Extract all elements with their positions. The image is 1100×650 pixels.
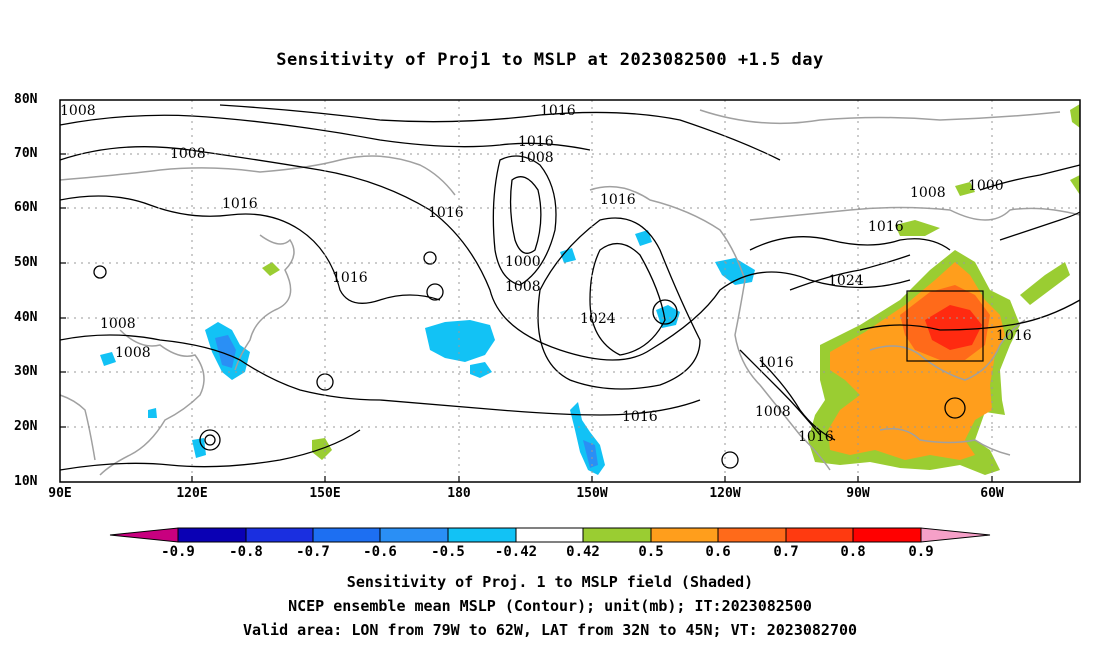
colorbar-label: 0.7 xyxy=(773,544,799,560)
contour-label: 1016 xyxy=(222,196,258,212)
negative-spot-1 xyxy=(635,230,652,246)
lat-label: 40N xyxy=(14,310,38,325)
negative-spot-4 xyxy=(192,438,206,458)
positive-spot-green-4 xyxy=(1070,175,1080,195)
positive-region-green-ne xyxy=(1020,262,1070,305)
positive-spot-green-6 xyxy=(955,182,975,196)
colorbar-label: -0.7 xyxy=(296,544,330,560)
contour-label: 1016 xyxy=(758,355,794,371)
colorbar-cell xyxy=(379,527,449,543)
map-title: Sensitivity of Proj1 to MSLP at 20230825… xyxy=(276,50,824,70)
colorbar-tri-right xyxy=(920,527,991,543)
lon-label: 90E xyxy=(48,486,72,501)
colorbar-label: -0.42 xyxy=(494,544,538,560)
contour-label: 1008 xyxy=(518,150,554,166)
coastlines xyxy=(59,109,1081,476)
lat-label: 60N xyxy=(14,200,38,215)
negative-region-140w xyxy=(656,305,680,328)
colorbar-cell xyxy=(177,527,247,543)
colorbar-cell xyxy=(650,527,719,543)
contour-label: 1016 xyxy=(518,134,554,150)
contour-label: 1024 xyxy=(580,311,616,327)
contour-label: 1008 xyxy=(170,146,206,162)
gridlines xyxy=(60,100,1080,482)
colorbar-label: 0.8 xyxy=(840,544,866,560)
negative-spot-3 xyxy=(100,352,116,366)
colorbar-label: -0.6 xyxy=(363,544,397,560)
caption-line-3: Valid area: LON from 79W to 62W, LAT fro… xyxy=(242,621,858,639)
colorbar-cell xyxy=(245,527,314,543)
lat-label: 80N xyxy=(14,92,38,107)
negative-region-150w-core xyxy=(583,440,598,468)
contour-label: 1016 xyxy=(798,429,834,445)
colorbar-label: 0.42 xyxy=(566,544,600,560)
positive-region-red xyxy=(925,305,982,350)
contour-label: 1016 xyxy=(868,219,904,235)
colorbar-label: -0.5 xyxy=(431,544,465,560)
positive-spot-green-1 xyxy=(262,262,280,276)
negative-spot-5 xyxy=(148,408,157,418)
contour-label: 1008 xyxy=(115,345,151,361)
contour-label: 1016 xyxy=(622,409,658,425)
contour-label: 1000 xyxy=(968,178,1004,194)
lon-label: 60W xyxy=(980,486,1004,501)
colorbar-cell xyxy=(447,527,517,543)
contour-label: 1016 xyxy=(428,205,464,221)
lat-label: 10N xyxy=(14,474,38,489)
contour-label: 1008 xyxy=(755,404,791,420)
lon-label: 180 xyxy=(447,486,471,501)
colorbar-cell xyxy=(785,527,854,543)
negative-spot-2 xyxy=(560,248,576,263)
negative-region-korea-core xyxy=(215,335,236,368)
tick-marks xyxy=(60,153,993,482)
lat-label: 30N xyxy=(14,364,38,379)
lat-label: 70N xyxy=(14,146,38,161)
valid-area-box xyxy=(906,290,984,362)
positive-spot-green-5 xyxy=(895,220,940,236)
colorbar-cell xyxy=(852,527,922,543)
lat-label: 20N xyxy=(14,419,38,434)
contour-label: 1016 xyxy=(996,328,1032,344)
contour-label: 1000 xyxy=(505,254,541,270)
contour-label: 1024 xyxy=(828,273,864,289)
colorbar-cell xyxy=(582,527,652,543)
contour-label: 1008 xyxy=(505,279,541,295)
colorbar-cell xyxy=(312,527,381,543)
colorbar xyxy=(109,527,991,543)
negative-region-150w xyxy=(570,402,605,475)
colorbar-label: 0.9 xyxy=(908,544,934,560)
contour-label: 1008 xyxy=(60,103,96,119)
lon-label: 120E xyxy=(176,486,208,501)
caption-line-1: Sensitivity of Proj. 1 to MSLP field (Sh… xyxy=(346,573,754,591)
contour-label: 1016 xyxy=(600,192,636,208)
lat-label: 50N xyxy=(14,255,38,270)
lon-label: 150W xyxy=(576,486,608,501)
negative-region-midpacific xyxy=(425,320,495,362)
lon-label: 150E xyxy=(309,486,341,501)
lon-label: 90W xyxy=(846,486,870,501)
contour-label: 1008 xyxy=(100,316,136,332)
map-frame xyxy=(59,99,1081,483)
colorbar-cell xyxy=(717,527,787,543)
caption-line-2: NCEP ensemble mean MSLP (Contour); unit(… xyxy=(288,597,812,615)
colorbar-label: -0.9 xyxy=(161,544,195,560)
colorbar-label: 0.6 xyxy=(705,544,731,560)
negative-region-midpacific-2 xyxy=(470,362,492,378)
lon-label: 120W xyxy=(709,486,741,501)
contour-label: 1016 xyxy=(540,103,576,119)
contour-label: 1008 xyxy=(910,185,946,201)
contour-label: 1016 xyxy=(332,270,368,286)
colorbar-label: -0.8 xyxy=(229,544,263,560)
mslp-contours xyxy=(59,104,1081,471)
contour-labels: 1008 1008 1016 1016 1016 1008 1016 1000 … xyxy=(60,103,1032,445)
positive-spot-green-3 xyxy=(1070,104,1080,128)
colorbar-label: 0.5 xyxy=(638,544,664,560)
colorbar-cell xyxy=(515,527,584,543)
colorbar-tri-left xyxy=(109,527,179,543)
